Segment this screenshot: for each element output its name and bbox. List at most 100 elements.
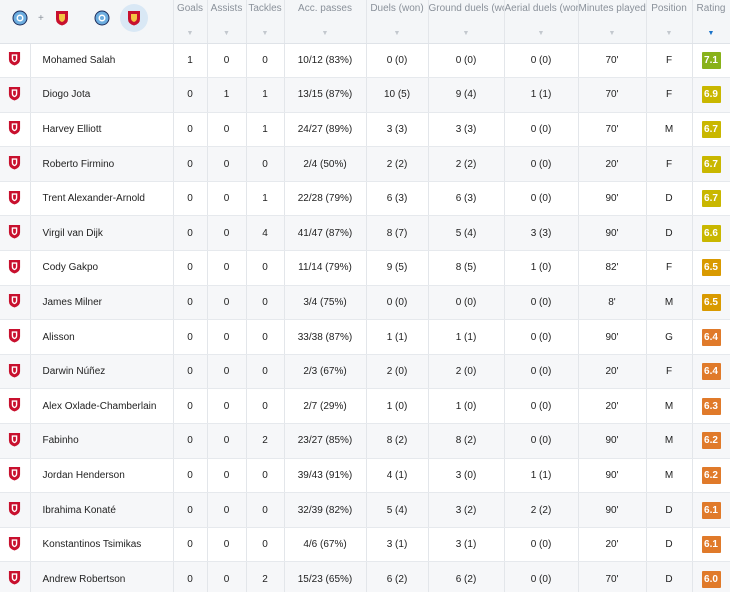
cell-rating: 6.1: [692, 492, 730, 528]
rating-badge: 6.1: [701, 536, 721, 554]
player-name[interactable]: Roberto Firmino: [30, 146, 174, 182]
table-row[interactable]: Darwin Núñez 0 0 0 2/3 (67%) 2 (0) 2 (0) 0 (0) 2…: [0, 354, 730, 390]
cell-rating: 6.9: [692, 77, 730, 113]
sort-arrow-icon[interactable]: ▼: [223, 29, 230, 37]
cell-assists: 0: [207, 43, 247, 79]
sort-arrow-icon[interactable]: ▼: [537, 29, 545, 37]
player-name[interactable]: Alex Oxlade-Chamberlain: [30, 388, 174, 425]
column-header-aerial_duels[interactable]: Aerial duels (won) ▼: [504, 0, 579, 44]
cell-acc-passes: 13/15 (87%): [284, 77, 367, 113]
team-crest-cell: [0, 423, 31, 459]
column-header-rating[interactable]: Rating ▼: [692, 0, 730, 44]
column-header-label: Duels (won): [370, 3, 424, 14]
column-header-ground_duels[interactable]: Ground duels (won) ▼: [428, 0, 505, 44]
cell-tackles: 0: [246, 285, 285, 321]
cell-goals: 0: [173, 527, 208, 563]
sort-arrow-icon[interactable]: ▼: [462, 29, 470, 37]
player-name[interactable]: Ibrahima Konaté: [30, 492, 174, 528]
sort-arrow-icon[interactable]: ▼: [665, 29, 673, 37]
column-header-tackles[interactable]: Tackles ▼: [246, 0, 285, 44]
cell-duels: 6 (2): [366, 561, 429, 592]
sort-arrow-icon[interactable]: ▼: [393, 29, 401, 37]
column-header-assists[interactable]: Assists ▼: [207, 0, 247, 44]
cell-rating: 6.7: [692, 181, 730, 217]
sort-arrow-icon[interactable]: ▼: [261, 29, 269, 37]
liverpool-filter-icon[interactable]: [119, 4, 148, 32]
cell-tackles: 0: [246, 250, 285, 286]
rating-badge: 6.5: [701, 259, 721, 277]
column-header-acc_passes[interactable]: Acc. passes ▼: [284, 0, 367, 44]
cell-position: M: [646, 285, 693, 321]
player-name[interactable]: Harvey Elliott: [30, 112, 174, 148]
column-header-label: Assists: [210, 3, 243, 14]
cell-tackles: 0: [246, 319, 285, 355]
table-row[interactable]: Konstantinos Tsimikas 0 0 0 4/6 (67%) 3 (1) 3 …: [0, 527, 730, 563]
player-name[interactable]: Fabinho: [30, 423, 174, 459]
table-row[interactable]: Roberto Firmino 0 0 0 2/4 (50%) 2 (2) 2 (2) 0 (…: [0, 146, 730, 182]
sort-arrow-icon[interactable]: ▼: [608, 29, 616, 37]
player-name[interactable]: Jordan Henderson: [30, 458, 174, 494]
cell-goals: 0: [173, 458, 208, 494]
cell-rating: 6.6: [692, 215, 730, 252]
cell-aerial-duels: 0 (0): [504, 43, 579, 79]
sort-arrow-icon[interactable]: ▼: [186, 29, 194, 37]
table-row[interactable]: Harvey Elliott 0 0 1 24/27 (89%) 3 (3) 3 (3) 0 …: [0, 112, 730, 148]
team-crest-cell: [0, 112, 31, 148]
table-row[interactable]: Diogo Jota 0 1 1 13/15 (87%) 10 (5) 9 (4) 1 (1)…: [0, 77, 730, 113]
table-row[interactable]: Cody Gakpo 0 0 0 11/14 (79%) 9 (5) 8 (5) 1 (0) 8…: [0, 250, 730, 286]
cell-minutes: 90': [578, 458, 647, 494]
plus-sign: +: [38, 12, 44, 24]
sort-arrow-icon[interactable]: ▼: [707, 29, 715, 37]
table-row[interactable]: Virgil van Dijk 0 0 4 41/47 (87%) 8 (7) 5 (4) 3…: [0, 215, 730, 252]
player-name[interactable]: Andrew Robertson: [30, 561, 174, 592]
rating-badge: 6.9: [701, 86, 721, 104]
column-header-label: Tackles: [248, 3, 282, 14]
sort-arrow-icon[interactable]: ▼: [321, 29, 329, 37]
cell-aerial-duels: 3 (3): [504, 215, 579, 252]
cell-assists: 0: [207, 354, 247, 390]
player-name[interactable]: Alisson: [30, 319, 174, 355]
cell-rating: 6.5: [692, 250, 730, 286]
cell-aerial-duels: 0 (0): [504, 112, 579, 148]
cell-position: M: [646, 388, 693, 425]
table-row[interactable]: Jordan Henderson 0 0 0 39/43 (91%) 4 (1) 3 (0)…: [0, 458, 730, 494]
player-name[interactable]: James Milner: [30, 285, 174, 321]
table-row[interactable]: Mohamed Salah 1 0 0 10/12 (83%) 0 (0) 0 (0) 0 (…: [0, 43, 730, 79]
table-row[interactable]: James Milner 0 0 0 3/4 (75%) 0 (0) 0 (0) 0 (0) 8…: [0, 285, 730, 321]
rating-badge: 6.7: [701, 155, 721, 173]
cell-ground-duels: 1 (1): [428, 319, 505, 355]
player-name[interactable]: Mohamed Salah: [30, 43, 174, 79]
column-header-goals[interactable]: Goals ▼: [173, 0, 208, 44]
player-name[interactable]: Virgil van Dijk: [30, 215, 174, 252]
player-name[interactable]: Darwin Núñez: [30, 354, 174, 390]
table-row[interactable]: Fabinho 0 0 2 23/27 (85%) 8 (2) 8 (2) 0 (0) 90' M…: [0, 423, 730, 459]
liverpool-icon[interactable]: [48, 4, 76, 32]
team-crest-cell: [0, 215, 31, 252]
mancity-icon[interactable]: [6, 4, 34, 32]
cell-tackles: 2: [246, 561, 285, 592]
cell-tackles: 0: [246, 527, 285, 563]
player-name[interactable]: Konstantinos Tsimikas: [30, 527, 174, 563]
column-header-position[interactable]: Position ▼: [646, 0, 693, 44]
mancity-filter-icon[interactable]: [88, 4, 116, 32]
cell-duels: 3 (3): [366, 112, 429, 148]
table-row[interactable]: Andrew Robertson 0 0 2 15/23 (65%) 6 (2) 6 (2)…: [0, 561, 730, 592]
player-name[interactable]: Cody Gakpo: [30, 250, 174, 286]
cell-ground-duels: 1 (0): [428, 388, 505, 425]
cell-ground-duels: 9 (4): [428, 77, 505, 113]
liverpool-crest-icon: [8, 293, 21, 311]
column-header-duels[interactable]: Duels (won) ▼: [366, 0, 429, 44]
cell-duels: 8 (2): [366, 423, 429, 459]
cell-tackles: 2: [246, 423, 285, 459]
cell-rating: 6.7: [692, 146, 730, 182]
cell-minutes: 90': [578, 492, 647, 528]
table-row[interactable]: Alisson 0 0 0 33/38 (87%) 1 (1) 1 (1) 0 (0) 90' G…: [0, 319, 730, 355]
player-name[interactable]: Trent Alexander-Arnold: [30, 181, 174, 217]
table-row[interactable]: Ibrahima Konaté 0 0 0 32/39 (82%) 5 (4) 3 (2) 2…: [0, 492, 730, 528]
cell-rating: 6.3: [692, 388, 730, 425]
cell-position: M: [646, 112, 693, 148]
table-row[interactable]: Alex Oxlade-Chamberlain 0 0 0 2/7 (29%) 1 (0)…: [0, 388, 730, 425]
column-header-minutes[interactable]: Minutes played ▼: [578, 0, 647, 44]
table-row[interactable]: Trent Alexander-Arnold 0 0 1 22/28 (79%) 6 (3…: [0, 181, 730, 217]
player-name[interactable]: Diogo Jota: [30, 77, 174, 113]
